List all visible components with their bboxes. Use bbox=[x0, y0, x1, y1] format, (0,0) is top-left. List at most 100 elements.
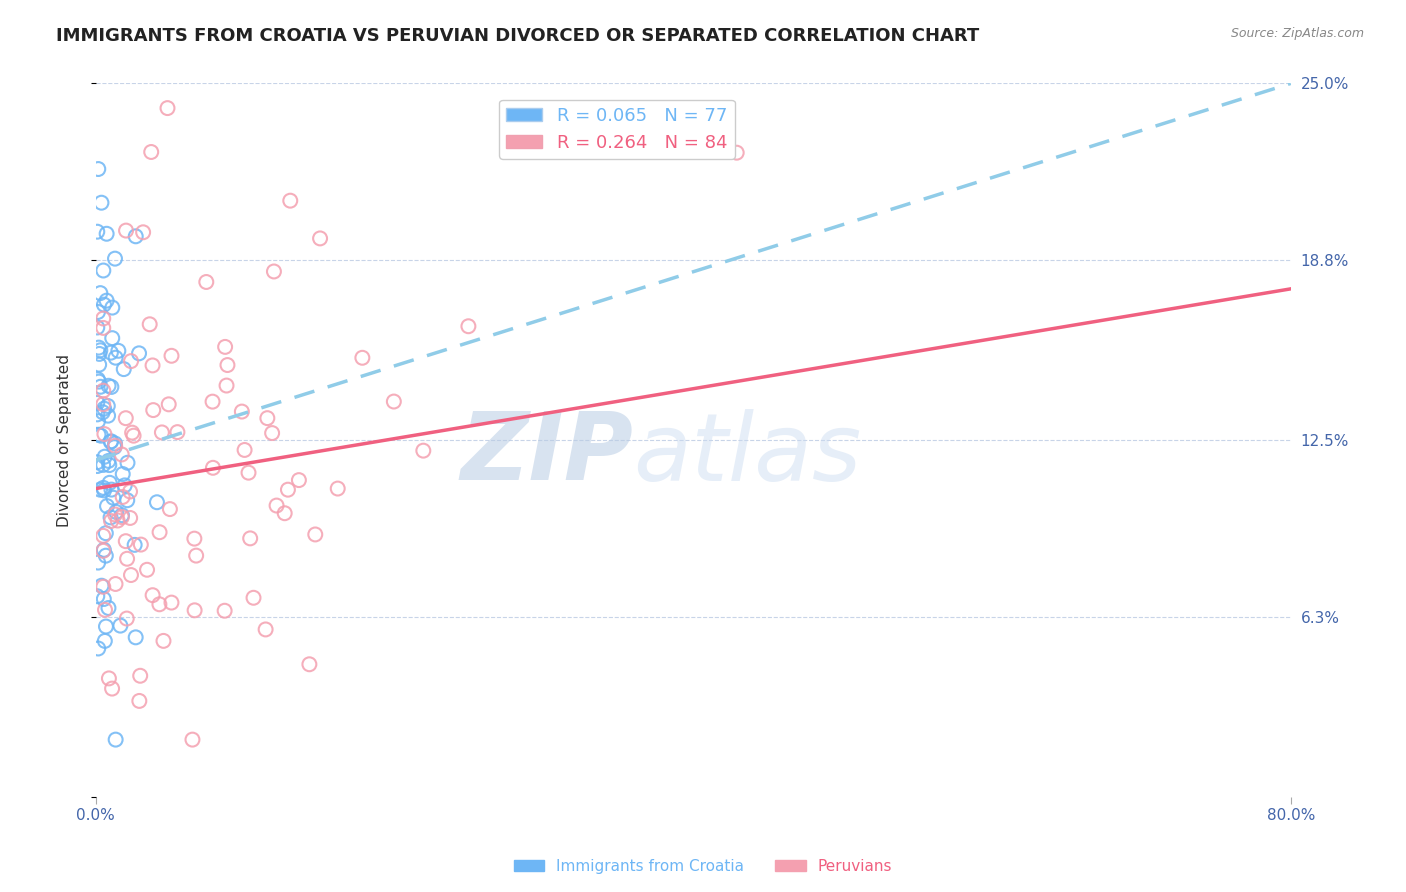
Point bbox=[87, 414, 110, 428]
Point bbox=[89, 483, 111, 497]
Point bbox=[96, 227, 118, 241]
Point bbox=[142, 403, 165, 417]
Point bbox=[93, 401, 115, 416]
Point bbox=[87, 372, 110, 386]
Point bbox=[238, 466, 260, 480]
Point bbox=[120, 354, 142, 368]
Point bbox=[100, 483, 122, 497]
Point bbox=[91, 263, 114, 277]
Point bbox=[98, 458, 121, 472]
Point bbox=[160, 349, 183, 363]
Point bbox=[288, 473, 311, 487]
Point bbox=[112, 362, 135, 376]
Point bbox=[114, 534, 136, 549]
Point bbox=[115, 611, 138, 625]
Point bbox=[91, 405, 114, 419]
Point bbox=[87, 161, 110, 176]
Point bbox=[97, 601, 120, 615]
Point bbox=[115, 551, 138, 566]
Legend: Immigrants from Croatia, Peruvians: Immigrants from Croatia, Peruvians bbox=[508, 853, 898, 880]
Point bbox=[183, 603, 205, 617]
Point bbox=[262, 426, 284, 441]
Point bbox=[125, 631, 148, 645]
Point bbox=[156, 101, 179, 115]
Point bbox=[104, 577, 127, 591]
Point bbox=[104, 252, 127, 266]
Point bbox=[101, 331, 124, 345]
Point bbox=[100, 345, 122, 359]
Point bbox=[148, 525, 170, 540]
Point bbox=[382, 394, 405, 409]
Point bbox=[93, 298, 115, 312]
Point bbox=[94, 526, 117, 541]
Point bbox=[91, 529, 114, 543]
Point bbox=[105, 505, 128, 519]
Point bbox=[110, 618, 132, 632]
Point bbox=[111, 467, 134, 481]
Point bbox=[239, 532, 262, 546]
Point bbox=[91, 481, 114, 495]
Point bbox=[242, 591, 264, 605]
Point bbox=[254, 623, 277, 637]
Text: atlas: atlas bbox=[634, 409, 862, 500]
Point bbox=[104, 351, 127, 365]
Point bbox=[87, 641, 110, 656]
Point bbox=[215, 378, 238, 392]
Point bbox=[146, 495, 169, 509]
Point bbox=[107, 343, 129, 358]
Point bbox=[86, 589, 108, 603]
Point bbox=[107, 514, 129, 528]
Point bbox=[120, 568, 142, 582]
Point bbox=[412, 443, 434, 458]
Point bbox=[87, 556, 110, 570]
Point bbox=[181, 732, 204, 747]
Text: IMMIGRANTS FROM CROATIA VS PERUVIAN DIVORCED OR SEPARATED CORRELATION CHART: IMMIGRANTS FROM CROATIA VS PERUVIAN DIVO… bbox=[56, 27, 980, 45]
Point bbox=[101, 301, 124, 315]
Point bbox=[129, 538, 152, 552]
Point bbox=[263, 264, 285, 278]
Point bbox=[93, 427, 115, 442]
Point bbox=[97, 454, 120, 468]
Point bbox=[86, 455, 108, 469]
Point bbox=[96, 293, 118, 308]
Point bbox=[141, 145, 163, 159]
Point bbox=[111, 508, 134, 523]
Point bbox=[89, 380, 111, 394]
Point bbox=[97, 672, 120, 686]
Point bbox=[136, 563, 159, 577]
Point bbox=[304, 527, 326, 541]
Point bbox=[98, 475, 121, 490]
Point bbox=[100, 434, 122, 449]
Point bbox=[121, 425, 143, 440]
Point bbox=[111, 510, 134, 524]
Point bbox=[214, 604, 236, 618]
Point bbox=[117, 456, 139, 470]
Point bbox=[159, 502, 181, 516]
Point bbox=[273, 506, 295, 520]
Point bbox=[86, 320, 108, 334]
Point bbox=[86, 458, 108, 473]
Point bbox=[266, 499, 288, 513]
Point bbox=[93, 450, 115, 464]
Text: Source: ZipAtlas.com: Source: ZipAtlas.com bbox=[1230, 27, 1364, 40]
Point bbox=[90, 428, 112, 442]
Point bbox=[87, 305, 110, 319]
Point bbox=[217, 358, 239, 372]
Point bbox=[103, 491, 125, 505]
Point bbox=[183, 532, 205, 546]
Point bbox=[93, 592, 115, 607]
Point bbox=[104, 439, 127, 453]
Point bbox=[103, 440, 125, 454]
Point bbox=[214, 340, 236, 354]
Point bbox=[89, 358, 111, 372]
Point bbox=[87, 427, 110, 442]
Point bbox=[86, 225, 108, 239]
Point bbox=[87, 341, 110, 355]
Point bbox=[129, 669, 152, 683]
Point bbox=[111, 447, 134, 461]
Point bbox=[97, 409, 120, 423]
Point bbox=[100, 380, 122, 394]
Point bbox=[91, 311, 114, 326]
Point bbox=[132, 225, 155, 239]
Point bbox=[94, 619, 117, 633]
